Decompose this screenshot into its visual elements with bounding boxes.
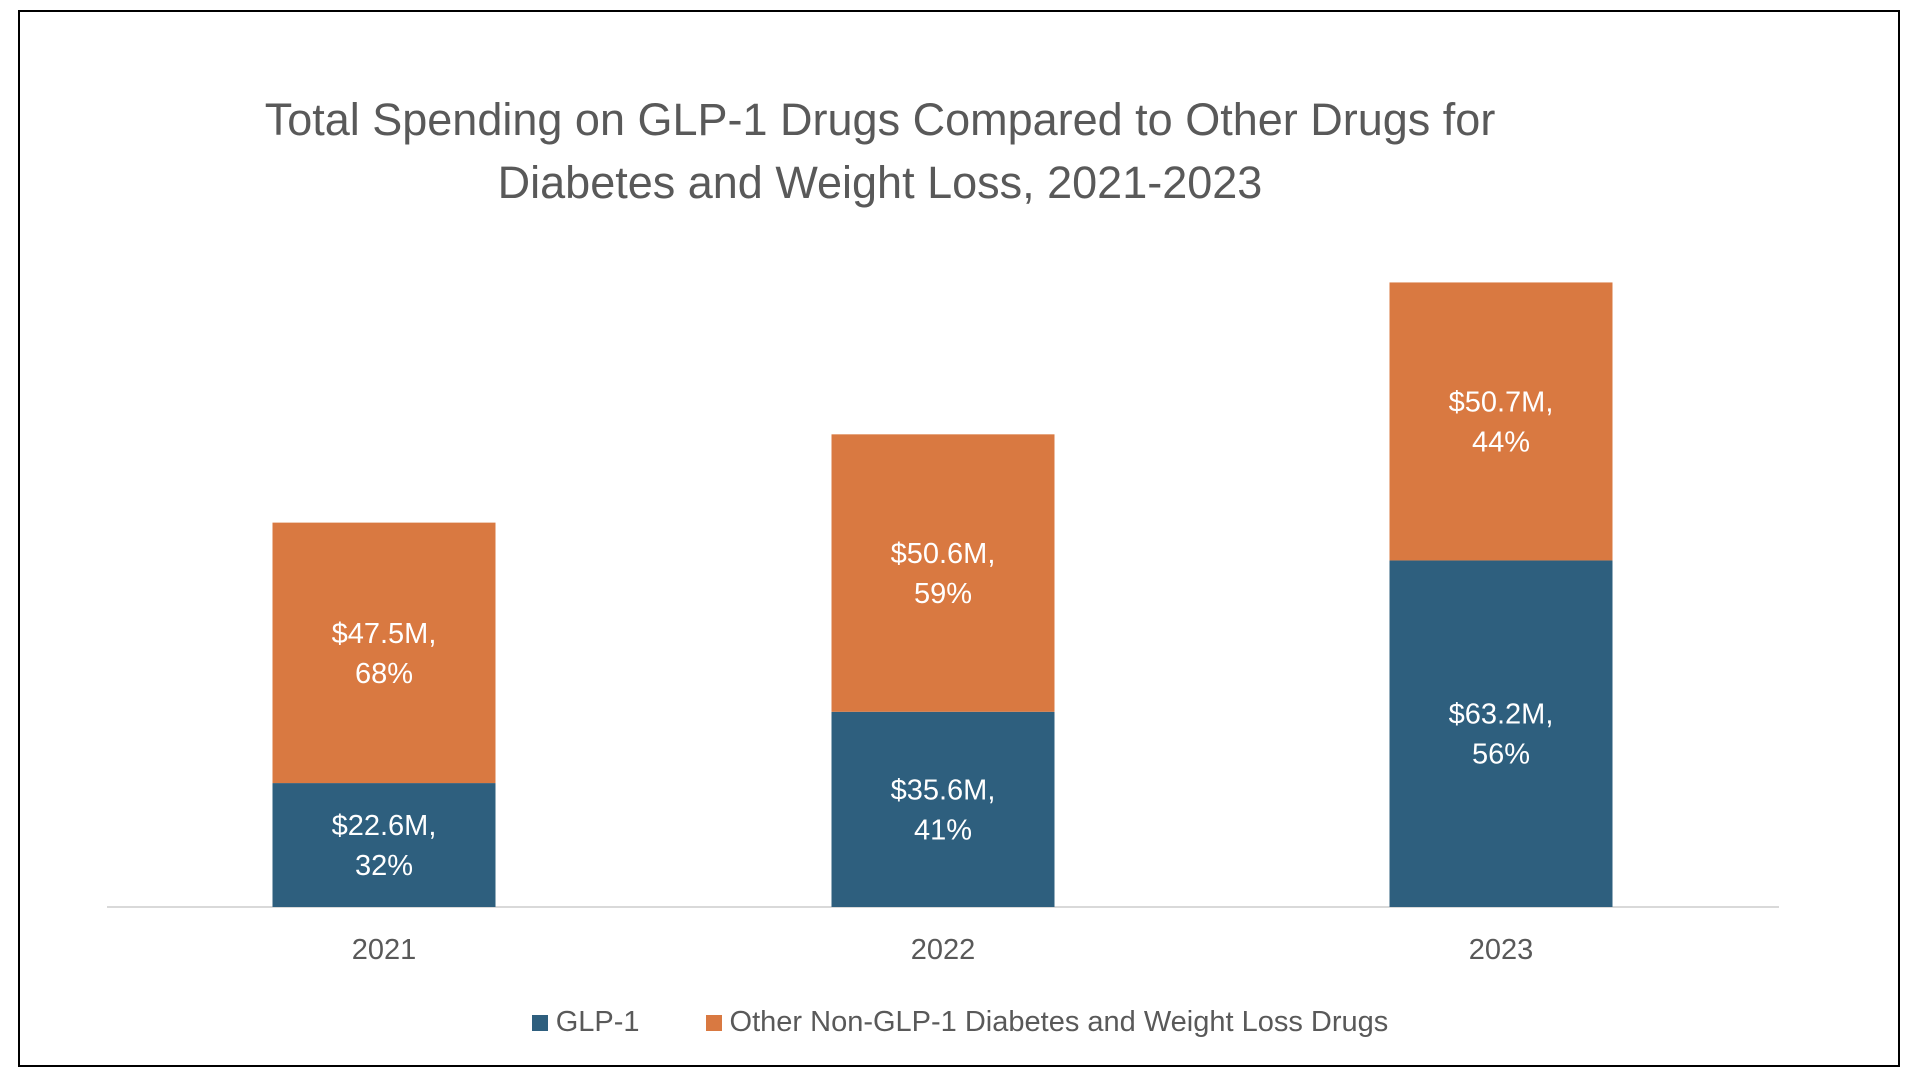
- legend-item-glp1: GLP-1: [531, 1006, 640, 1039]
- legend-swatch-glp1: [531, 1014, 548, 1031]
- legend-item-other: Other Non-GLP-1 Diabetes and Weight Loss…: [705, 1006, 1389, 1039]
- chart-frame: [18, 10, 1900, 1067]
- data-label-other-2021: 68%: [355, 658, 413, 690]
- legend: GLP-1 Other Non-GLP-1 Diabetes and Weigh…: [0, 1006, 1920, 1039]
- legend-swatch-other: [705, 1014, 722, 1031]
- legend-label-other: Other Non-GLP-1 Diabetes and Weight Loss…: [729, 1006, 1389, 1038]
- data-label-other-2023: $50.7M,: [1449, 386, 1554, 418]
- bar-other-2023: [1389, 282, 1613, 561]
- chart-title-line-2: Diabetes and Weight Loss, 2021-2023: [497, 157, 1263, 208]
- chart-title-line-1: Total Spending on GLP-1 Drugs Compared t…: [264, 94, 1496, 145]
- data-label-glp1-2023: $63.2M,: [1449, 699, 1554, 731]
- bar-glp1-2023: [1389, 560, 1613, 907]
- x-tick-label-2023: 2023: [1469, 934, 1534, 966]
- data-label-glp1-2022: 41%: [914, 814, 972, 846]
- x-tick-label-2021: 2021: [352, 934, 417, 966]
- data-label-glp1-2021: $22.6M,: [332, 810, 437, 842]
- data-label-other-2022: 59%: [914, 578, 972, 610]
- data-label-glp1-2022: $35.6M,: [891, 774, 996, 806]
- data-label-other-2021: $47.5M,: [332, 618, 437, 650]
- data-label-other-2023: 44%: [1472, 426, 1530, 458]
- chart-title: Total Spending on GLP-1 Drugs Compared t…: [0, 88, 1760, 214]
- data-label-other-2022: $50.6M,: [891, 538, 996, 570]
- bar-other-2021: [272, 522, 496, 784]
- data-label-glp1-2023: 56%: [1472, 739, 1530, 771]
- x-tick-label-2022: 2022: [911, 934, 976, 966]
- data-label-glp1-2021: 32%: [355, 850, 413, 882]
- bar-glp1-2021: [272, 783, 496, 907]
- bar-other-2022: [831, 434, 1055, 712]
- bar-glp1-2022: [831, 711, 1055, 907]
- legend-label-glp1: GLP-1: [555, 1006, 640, 1038]
